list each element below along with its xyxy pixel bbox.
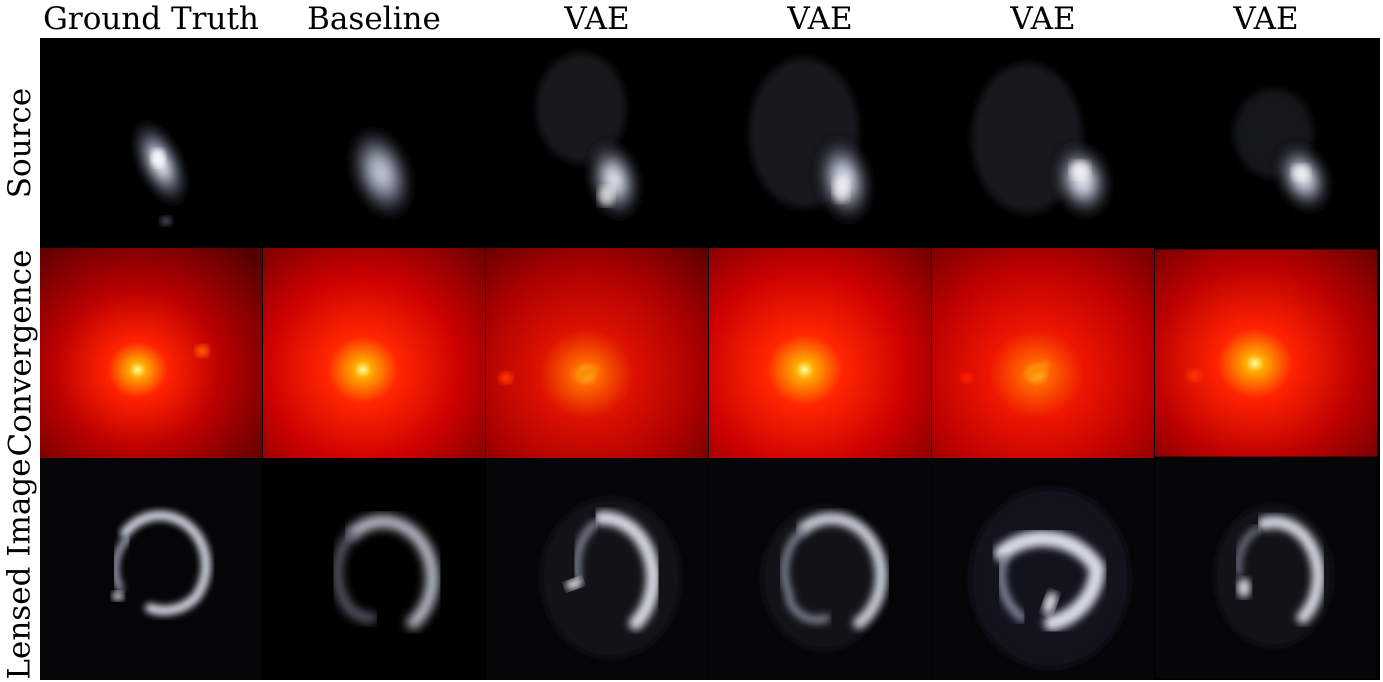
convergence-baseline [263, 248, 485, 458]
column-title-ground-truth: Ground Truth [43, 1, 259, 37]
lensed-vae-1 [486, 458, 708, 680]
convergence-vae-2 [709, 248, 931, 458]
row-label-convergence-text: Convergence [2, 249, 39, 457]
source-vae-3 [932, 38, 1154, 248]
row-label-convergence: Convergence [0, 248, 40, 458]
convergence-ground-truth [40, 248, 262, 458]
row-label-lensed-image-text: Lensed Image [2, 458, 39, 680]
source-vae-4 [1155, 38, 1377, 248]
column-title-baseline: Baseline [307, 1, 441, 37]
column-title-vae-1: VAE [564, 1, 630, 37]
convergence-vae-4 [1155, 248, 1377, 458]
source-vae-2 [709, 38, 931, 248]
row-label-source: Source [0, 38, 40, 248]
column-title-vae-2: VAE [787, 1, 853, 37]
image-grid [40, 38, 1380, 680]
lensed-vae-3 [932, 458, 1154, 680]
source-ground-truth [40, 38, 262, 248]
column-title-vae-4: VAE [1233, 1, 1299, 37]
lensed-vae-2 [709, 458, 931, 680]
row-label-source-text: Source [2, 87, 38, 199]
source-baseline [263, 38, 485, 248]
lensed-vae-4 [1155, 458, 1377, 680]
lensed-ground-truth [40, 458, 262, 680]
source-vae-1 [486, 38, 708, 248]
convergence-vae-3 [932, 248, 1154, 458]
row-label-lensed-image: Lensed Image [0, 458, 40, 680]
column-title-vae-3: VAE [1010, 1, 1076, 37]
lensed-baseline [263, 458, 485, 680]
convergence-vae-1 [486, 248, 708, 458]
